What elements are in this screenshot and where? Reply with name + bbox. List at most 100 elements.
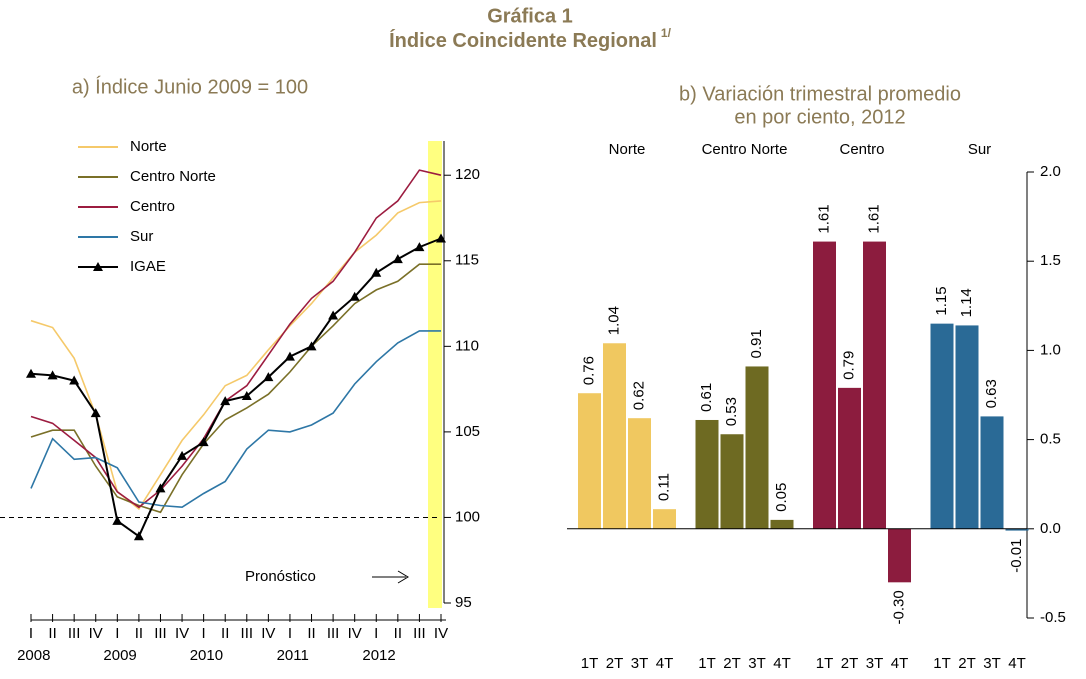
x-tick-label: II: [394, 625, 402, 642]
value-label: -0.01: [1008, 539, 1025, 573]
x-tick-label: II: [221, 625, 229, 642]
x-tick-label: II: [307, 625, 315, 642]
x-year-label: 2009: [103, 647, 136, 664]
series-marker: [414, 242, 425, 252]
y-tick-label: 0.0: [1040, 520, 1061, 537]
page-subtitle: Índice Coincidente Regional: [389, 29, 657, 52]
series-marker: [349, 291, 360, 301]
x-tick-label: 2T: [606, 655, 624, 672]
bar: [695, 419, 719, 529]
legend-label: Norte: [130, 138, 167, 155]
x-year-label: 2012: [362, 647, 395, 664]
series-marker: [26, 368, 36, 378]
x-tick-label: 3T: [983, 655, 1001, 672]
series-marker: [306, 341, 317, 351]
x-tick-label: III: [413, 625, 426, 642]
x-tick-label: I: [288, 625, 292, 642]
value-label: 0.11: [655, 473, 672, 501]
x-year-label: 2008: [17, 647, 50, 664]
y-tick-label: -0.5: [1040, 609, 1066, 626]
x-tick-label: 4T: [891, 655, 909, 672]
value-label: -0.30: [890, 590, 907, 624]
x-tick-label: IV: [89, 625, 103, 642]
series-line: [30, 330, 441, 509]
group-label: Sur: [968, 141, 991, 158]
x-tick-label: 3T: [631, 655, 649, 672]
annotation: Pronóstico: [245, 568, 316, 585]
value-label: 0.62: [630, 381, 647, 410]
bar: [1005, 528, 1029, 531]
chart-title: b) Variación trimestral promedio: [679, 83, 961, 105]
series-marker: [177, 450, 188, 460]
value-label: 0.53: [723, 397, 740, 426]
legend-label: IGAE: [130, 258, 166, 275]
bar: [653, 509, 676, 529]
x-tick-label: 1T: [698, 655, 716, 672]
x-tick-label: III: [154, 625, 167, 642]
legend-label: Centro: [130, 198, 175, 215]
y-tick-label: 2.0: [1040, 163, 1061, 180]
value-label: 0.76: [580, 356, 597, 385]
bar: [720, 434, 744, 529]
page-subtitle-line: Índice Coincidente Regional 1/: [389, 26, 671, 52]
y-tick-label: 1.0: [1040, 341, 1061, 358]
chart-title: en por ciento, 2012: [734, 106, 905, 128]
x-tick-label: I: [29, 625, 33, 642]
x-tick-label: III: [68, 625, 81, 642]
series-marker: [112, 515, 123, 525]
x-tick-label: IV: [175, 625, 189, 642]
x-tick-label: 2T: [958, 655, 976, 672]
value-label: 1.14: [958, 288, 975, 317]
series-marker: [198, 437, 209, 447]
bar: [955, 325, 979, 529]
series-marker: [133, 531, 144, 541]
bar: [770, 519, 794, 529]
y-tick-label: 100: [455, 508, 480, 525]
series-marker: [436, 233, 446, 243]
series-line: [30, 169, 442, 509]
x-tick-label: I: [115, 625, 119, 642]
bar: [745, 366, 769, 529]
x-year-label: 2010: [190, 647, 223, 664]
series-line: [30, 263, 441, 514]
series-marker: [371, 267, 382, 277]
legend-marker: [93, 262, 103, 271]
x-tick-label: 4T: [773, 655, 791, 672]
x-tick-label: 4T: [656, 655, 674, 672]
bar: [980, 416, 1004, 529]
value-label: 1.61: [865, 204, 882, 233]
series-marker: [241, 390, 252, 400]
group-label: Norte: [609, 141, 646, 158]
x-tick-label: 3T: [748, 655, 766, 672]
x-tick-label: 2T: [723, 655, 741, 672]
value-label: 0.79: [840, 351, 857, 380]
bar: [603, 343, 626, 529]
y-tick-label: 95: [455, 594, 472, 611]
y-tick-label: 110: [455, 337, 479, 354]
x-year-label: 2011: [277, 647, 309, 664]
series-marker: [220, 396, 231, 406]
series-marker: [47, 370, 58, 380]
series-line: [30, 237, 442, 538]
x-tick-label: III: [241, 625, 254, 642]
x-tick-label: II: [135, 625, 143, 642]
x-tick-label: 2T: [841, 655, 859, 672]
series-marker: [328, 310, 339, 320]
bar: [813, 241, 836, 529]
x-tick-label: I: [202, 625, 206, 642]
bar: [930, 323, 954, 529]
bar: [628, 418, 651, 529]
x-tick-label: IV: [434, 625, 448, 642]
series-marker: [155, 483, 166, 493]
legend-label: Sur: [130, 228, 153, 245]
value-label: 1.15: [933, 286, 950, 315]
x-tick-label: 1T: [581, 655, 599, 672]
x-tick-label: 1T: [816, 655, 834, 672]
value-label: 0.91: [748, 329, 765, 358]
series-marker: [392, 254, 403, 264]
group-label: Centro Norte: [702, 141, 788, 158]
chart-title: a) Índice Junio 2009 = 100: [72, 75, 308, 98]
x-tick-label: IV: [261, 625, 275, 642]
